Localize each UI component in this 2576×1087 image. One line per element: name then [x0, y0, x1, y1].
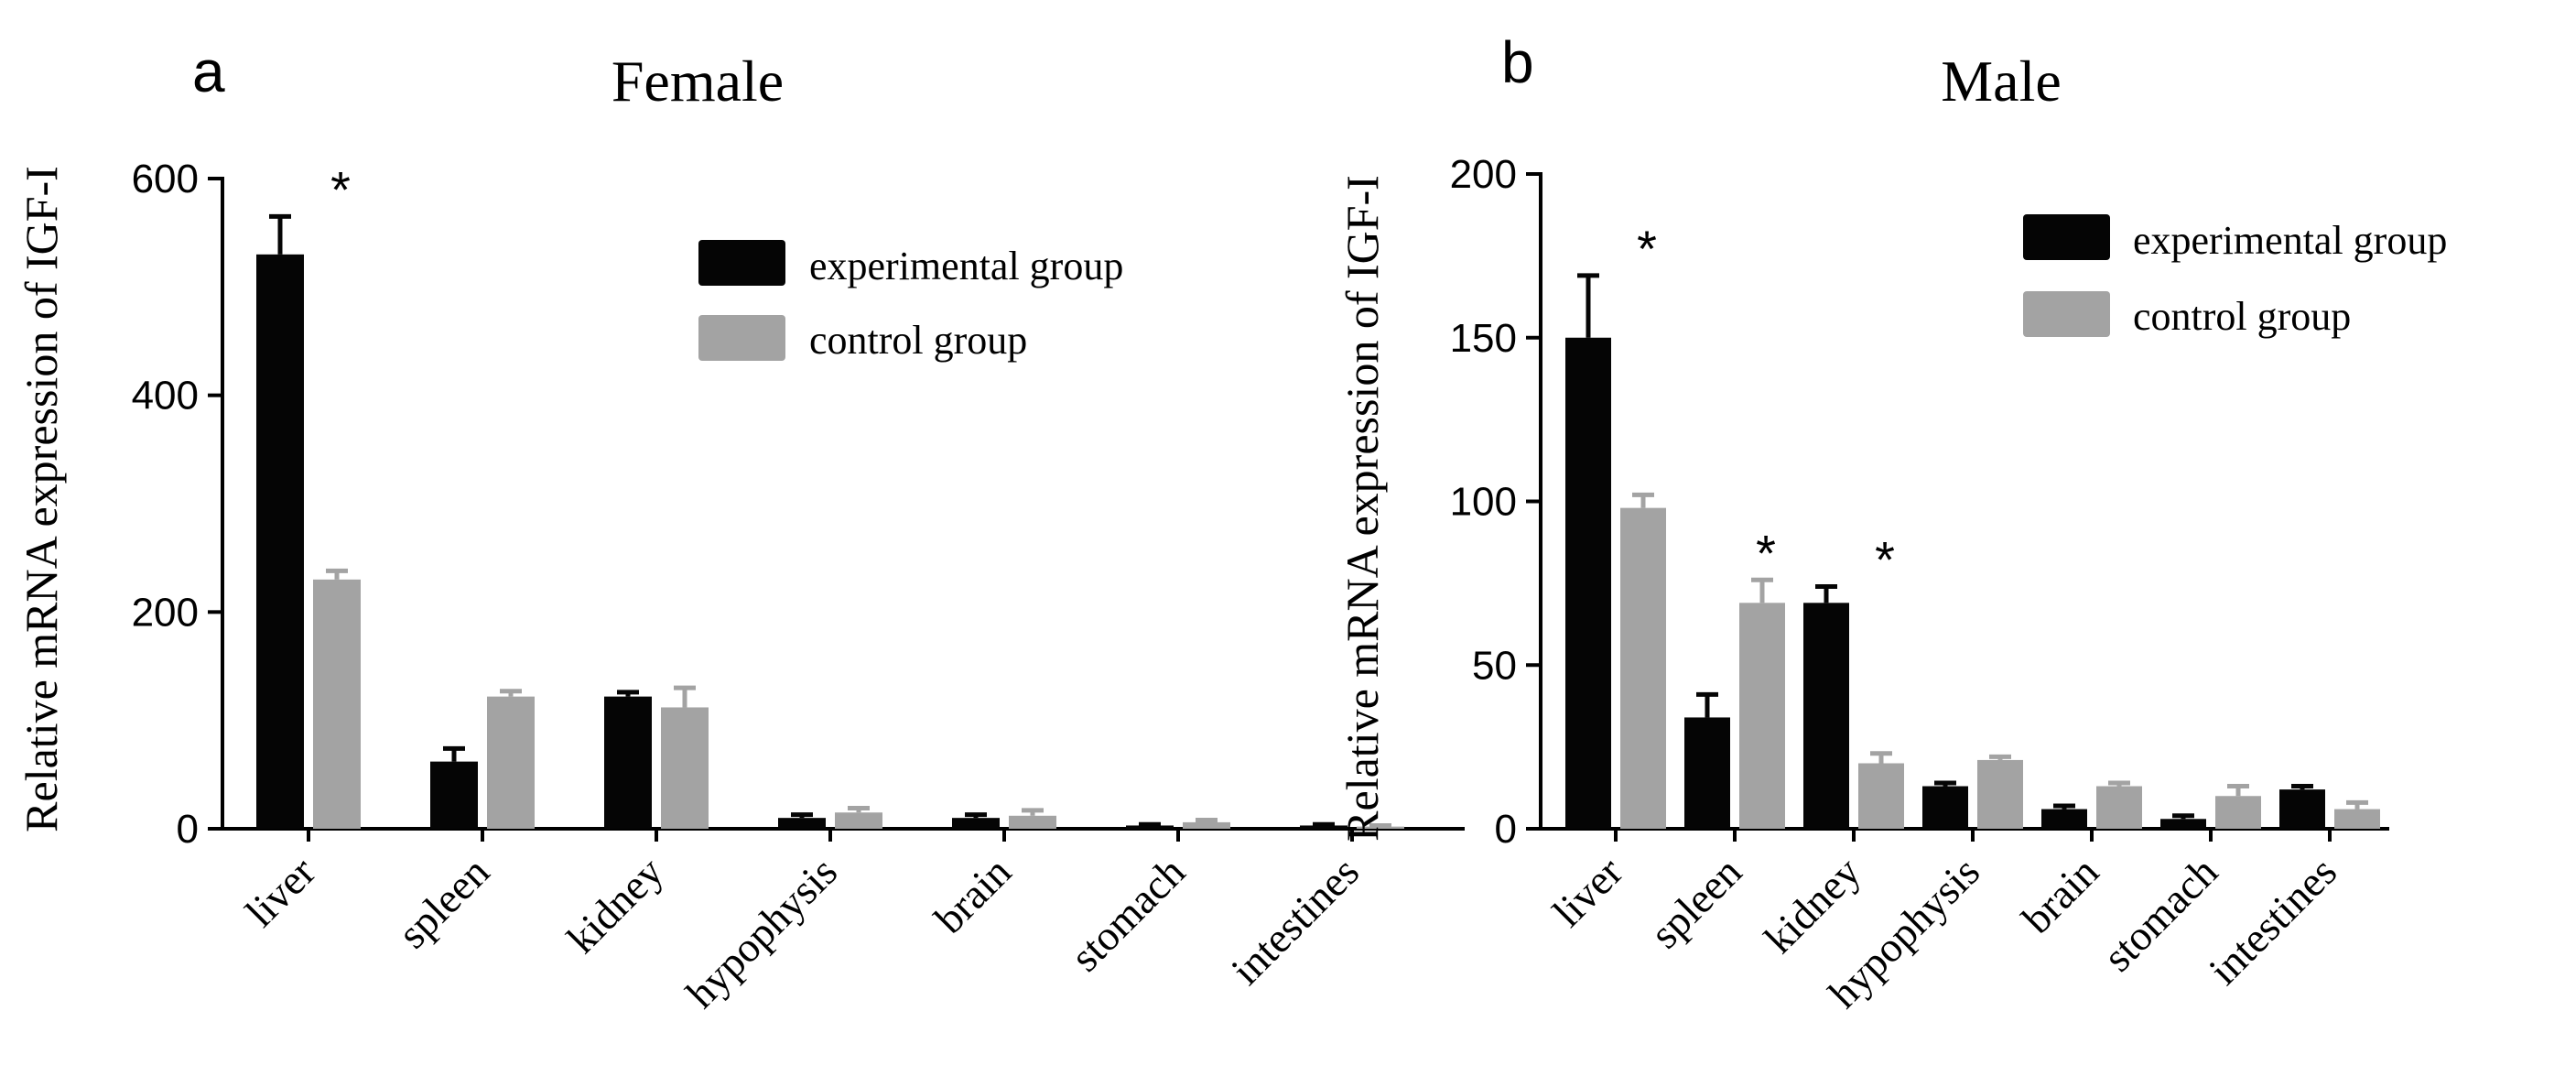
bar-experimental-spleen — [430, 761, 478, 829]
bar-control-liver — [1620, 507, 1666, 829]
panel-a-legend-swatch-experimental — [698, 240, 785, 286]
bar-control-kidney — [661, 707, 709, 829]
bar-experimental-stomach — [1126, 825, 1174, 829]
y-tick-label: 200 — [132, 590, 199, 635]
panel-a-bars: * — [256, 160, 1404, 829]
bar-experimental-hypophysis — [1922, 786, 1968, 829]
panel-a-y-axis-label: Relative mRNA expression of IGF-I — [16, 166, 67, 832]
bar-experimental-brain — [952, 818, 1000, 829]
bar-experimental-spleen — [1684, 717, 1730, 829]
bar-control-spleen — [1739, 603, 1785, 829]
significance-star: * — [1637, 220, 1657, 277]
y-tick-label: 100 — [1450, 480, 1517, 525]
bar-experimental-brain — [2041, 809, 2087, 829]
panel-a-title: Female — [612, 49, 784, 114]
bar-experimental-kidney — [604, 696, 652, 829]
y-tick-label: 0 — [177, 807, 199, 852]
bar-control-hypophysis — [1977, 759, 2023, 829]
panel-b-axes: 0 50 100 150 200 — [1450, 152, 2389, 852]
bar-experimental-intestines — [2279, 789, 2325, 829]
panel-b-legend-label-control: control group — [2133, 294, 2351, 339]
panel-b-title: Male — [1941, 49, 2062, 114]
bar-control-stomach — [1183, 821, 1230, 829]
bar-control-spleen — [487, 696, 535, 829]
bar-control-brain — [2096, 786, 2142, 829]
y-tick-label: 400 — [132, 374, 199, 418]
bar-control-liver — [313, 579, 361, 829]
bar-experimental-stomach — [2160, 819, 2206, 829]
bar-experimental-kidney — [1803, 603, 1849, 829]
panel-a-legend-label-experimental: experimental group — [809, 244, 1123, 288]
bar-experimental-intestines — [1300, 825, 1348, 829]
bar-experimental-hypophysis — [778, 818, 826, 829]
panel-a-legend-label-control: control group — [809, 318, 1027, 363]
significance-star: * — [330, 160, 351, 218]
bar-control-brain — [1009, 815, 1056, 829]
panel-b-legend-label-experimental: experimental group — [2133, 218, 2447, 263]
bar-experimental-liver — [256, 254, 304, 829]
panel-b-bars: * * * — [1565, 220, 2380, 829]
bar-control-intestines — [2334, 809, 2380, 829]
significance-star: * — [1875, 530, 1895, 588]
bar-control-hypophysis — [835, 812, 882, 829]
y-tick-label: 0 — [1495, 807, 1517, 852]
bar-control-stomach — [2215, 796, 2261, 829]
bar-control-kidney — [1858, 763, 1904, 829]
bar-experimental-liver — [1565, 337, 1611, 829]
panel-a-legend-swatch-control — [698, 315, 785, 361]
panel-a-label: a — [192, 38, 225, 104]
panel-b-legend-swatch-control — [2023, 291, 2110, 337]
panel-b-legend-swatch-experimental — [2023, 214, 2110, 260]
bar-control-intestines — [1357, 826, 1404, 829]
y-tick-label: 200 — [1450, 152, 1517, 197]
y-tick-label: 600 — [132, 157, 199, 201]
panel-b-y-axis-label: Relative mRNA expression of IGF-I — [1337, 175, 1388, 842]
panel-b-label: b — [1501, 29, 1534, 95]
panel-b-legend: experimental group control group — [2023, 214, 2447, 339]
y-tick-label: 150 — [1450, 316, 1517, 361]
significance-star: * — [1756, 524, 1776, 582]
panel-a-legend: experimental group control group — [698, 240, 1123, 363]
y-tick-label: 50 — [1472, 643, 1517, 688]
